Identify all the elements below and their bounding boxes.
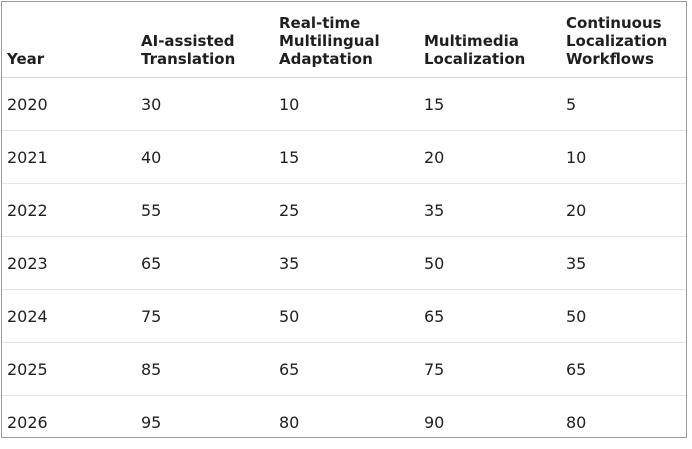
value-cell: 65 xyxy=(419,289,561,343)
data-table-container: Year AI-assisted Translation Real-time Multi… xyxy=(1,1,687,438)
year-cell: 2022 xyxy=(2,183,136,237)
value-cell: 80 xyxy=(566,412,587,432)
table-row: 2026 95 80 90 80 xyxy=(2,396,686,449)
column-header-line: Continuous xyxy=(566,14,662,32)
column-header-line: Real-time xyxy=(279,14,361,32)
year-cell: 2020 xyxy=(2,77,136,131)
value-cell: 80 xyxy=(279,412,300,432)
value-cell: 30 xyxy=(136,77,274,131)
table-header: Year AI-assisted Translation Real-time Multi… xyxy=(2,2,686,78)
column-header: Real-time Multilingual Adaptation xyxy=(274,2,419,78)
value-cell: 75 xyxy=(136,289,274,343)
value-cell: 50 xyxy=(419,236,561,290)
column-header-line: Multilingual xyxy=(279,32,380,50)
column-header-line: Adaptation xyxy=(279,50,373,68)
value-cell: 10 xyxy=(561,130,686,184)
value-cell: 75 xyxy=(419,342,561,396)
value-cell: 10 xyxy=(274,77,419,131)
value-cell: 40 xyxy=(136,130,274,184)
column-header-line: Translation xyxy=(141,50,236,68)
value-cell: 85 xyxy=(136,342,274,396)
value-cell: 65 xyxy=(274,342,419,396)
value-cell: 65 xyxy=(136,236,274,290)
value-cell: 95 xyxy=(141,412,162,432)
column-header: Multimedia Localization xyxy=(419,2,561,78)
value-cell: 35 xyxy=(274,236,419,290)
year-cell: 2023 xyxy=(2,236,136,290)
value-cell: 35 xyxy=(419,183,561,237)
value-cell: 55 xyxy=(136,183,274,237)
year-cell: 2026 xyxy=(7,412,48,432)
table-row: 2024 75 50 65 50 xyxy=(2,289,686,343)
table-row: 2021 40 15 20 10 xyxy=(2,130,686,184)
column-header-line: Year xyxy=(7,50,45,68)
table-row: 2022 55 25 35 20 xyxy=(2,183,686,237)
year-cell: 2025 xyxy=(2,342,136,396)
column-header-line: AI-assisted xyxy=(141,32,235,50)
column-header-line: Multimedia xyxy=(424,32,519,50)
value-cell: 5 xyxy=(561,77,686,131)
table-row: 2025 85 65 75 65 xyxy=(2,342,686,396)
column-header-line: Localization xyxy=(424,50,526,68)
column-header: Year xyxy=(2,2,136,78)
value-cell: 65 xyxy=(561,342,686,396)
value-cell: 15 xyxy=(419,77,561,131)
column-header: Continuous Localization Workflows xyxy=(561,2,686,78)
table-row: 2023 65 35 50 35 xyxy=(2,236,686,290)
value-cell: 20 xyxy=(561,183,686,237)
value-cell: 15 xyxy=(274,130,419,184)
value-cell: 35 xyxy=(561,236,686,290)
value-cell: 20 xyxy=(419,130,561,184)
value-cell: 50 xyxy=(561,289,686,343)
header-row: Year AI-assisted Translation Real-time Multi… xyxy=(2,2,686,78)
column-header-line: Localization xyxy=(566,32,668,50)
column-header: AI-assisted Translation xyxy=(136,2,274,78)
table-row: 2020 30 10 15 5 xyxy=(2,77,686,131)
value-cell: 50 xyxy=(274,289,419,343)
year-cell: 2021 xyxy=(2,130,136,184)
column-header-line: Workflows xyxy=(566,50,654,68)
year-cell: 2024 xyxy=(2,289,136,343)
table-body: 2020 30 10 15 5 2021 40 15 20 10 2022 55 25 35 20 2023 6… xyxy=(2,77,686,449)
value-cell: 90 xyxy=(424,412,445,432)
value-cell: 25 xyxy=(274,183,419,237)
